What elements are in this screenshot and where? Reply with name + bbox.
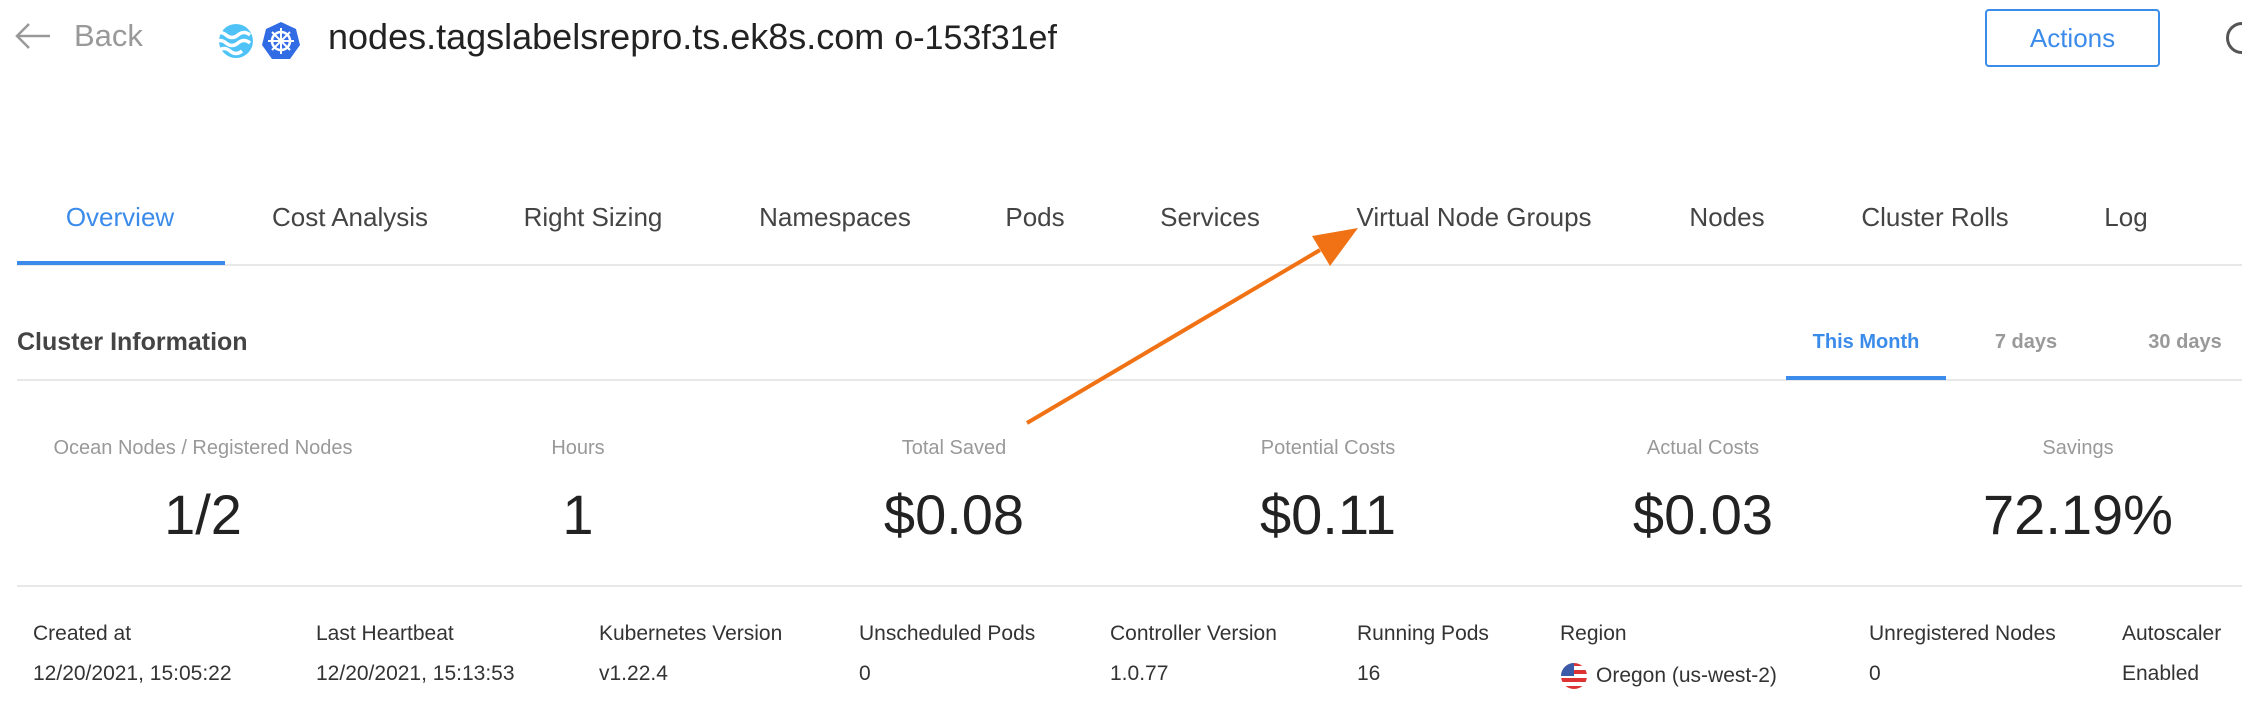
tab-right-sizing[interactable]: Right Sizing — [523, 202, 663, 232]
detail-label: Unregistered Nodes — [1869, 622, 2056, 645]
ocean-logo-icon — [212, 24, 253, 58]
stat-value: 72.19% — [1983, 483, 2173, 546]
kubernetes-icon — [262, 22, 300, 59]
detail-label: Last Heartbeat — [316, 622, 454, 645]
detail-value: 0 — [859, 662, 871, 685]
stat-value: $0.08 — [883, 483, 1025, 546]
actions-button[interactable]: Actions — [1985, 9, 2160, 67]
stat-value: $0.03 — [1632, 483, 1774, 546]
stat-label: Ocean Nodes / Registered Nodes — [53, 437, 353, 459]
tab-virtual-node-groups[interactable]: Virtual Node Groups — [1356, 202, 1592, 232]
detail-value: v1.22.4 — [599, 662, 668, 685]
detail-value: Enabled — [2122, 662, 2200, 685]
tab-cost-analysis[interactable]: Cost Analysis — [271, 202, 429, 232]
back-button[interactable]: Back — [14, 18, 143, 54]
detail-value: 0 — [1869, 662, 1881, 685]
detail-label: Controller Version — [1110, 622, 1277, 645]
tab-cluster-rolls[interactable]: Cluster Rolls — [1861, 202, 2009, 232]
detail-value: 12/20/2021, 15:13:53 — [316, 662, 515, 685]
detail-value: 16 — [1357, 662, 1381, 685]
tabs-divider — [17, 264, 2242, 266]
us-flag-icon — [1561, 663, 1587, 689]
stat-label: Actual Costs — [1646, 437, 1760, 459]
detail-label: Unscheduled Pods — [859, 622, 1036, 645]
tab-overview[interactable]: Overview — [65, 202, 175, 232]
active-tab-indicator — [17, 261, 225, 265]
tab-nodes[interactable]: Nodes — [1689, 202, 1765, 232]
tab-pods[interactable]: Pods — [1005, 202, 1065, 232]
detail-label: Kubernetes Version — [599, 622, 783, 645]
arrow-left-icon — [15, 23, 50, 49]
help-icon[interactable] — [2226, 22, 2242, 54]
stat-value: $0.11 — [1260, 483, 1396, 546]
section-title: Cluster Information — [17, 328, 248, 356]
cluster-id: o-153f31ef — [894, 19, 1057, 57]
stats-divider — [17, 585, 2242, 587]
time-tab-30-days[interactable]: 30 days — [2148, 331, 2222, 353]
stat-label: Potential Costs — [1260, 437, 1396, 459]
back-label: Back — [74, 18, 143, 53]
region-value: Oregon (us-west-2) — [1560, 662, 1777, 690]
detail-label: Created at — [33, 622, 132, 645]
tab-namespaces[interactable]: Namespaces — [759, 202, 911, 232]
stat-value: 1/2 — [164, 483, 242, 546]
time-tab-7-days[interactable]: 7 days — [1994, 331, 2058, 353]
page-title: nodes.tagslabelsrepro.ts.ek8s.com o-153f… — [328, 16, 1057, 57]
detail-label: Region — [1560, 622, 1627, 645]
stat-label: Savings — [2042, 437, 2114, 459]
detail-label: Running Pods — [1357, 622, 1489, 645]
active-time-tab-indicator — [1786, 376, 1946, 380]
detail-value: 1.0.77 — [1110, 662, 1169, 685]
tab-services[interactable]: Services — [1160, 202, 1260, 232]
stat-label: Hours — [551, 437, 605, 459]
detail-value: 12/20/2021, 15:05:22 — [33, 662, 232, 685]
detail-label: Autoscaler — [2122, 622, 2222, 645]
region-name: Oregon (us-west-2) — [1596, 664, 1777, 687]
tab-log[interactable]: Log — [2104, 202, 2148, 232]
stat-label: Total Saved — [901, 437, 1007, 459]
stat-value: 1 — [562, 483, 594, 546]
time-tab-this-month[interactable]: This Month — [1812, 331, 1920, 353]
